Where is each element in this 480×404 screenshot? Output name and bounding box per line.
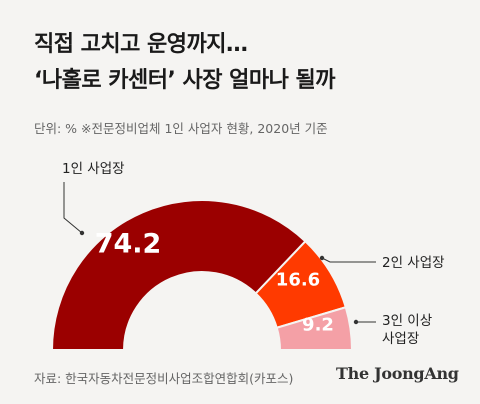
leader-line-3plus-person-dot	[353, 319, 359, 325]
segment-3plus-person	[275, 306, 354, 351]
leader-line-2-person	[321, 257, 376, 263]
chart-title-line2: ‘나홀로 카센터’ 사장 얼마나 될까	[34, 68, 335, 93]
leader-line-2-person-dot	[319, 255, 325, 261]
segment-label-2-person: 2인 사업장	[382, 254, 445, 272]
segment-value-1-person: 74.2	[94, 228, 162, 260]
segment-value-3plus-person: 9.2	[302, 314, 334, 336]
leader-line-1-person-dot	[79, 230, 85, 236]
segment-label-line: 2인 사업장	[382, 255, 445, 271]
segment-1-person	[50, 199, 307, 351]
leader-line-1-person	[63, 182, 83, 234]
unit-note: 단위: % ※전문정비업체 1인 사업자 현황, 2020년 기준	[34, 121, 328, 136]
publisher-logo: The JoongAng	[336, 364, 459, 383]
source-note: 자료: 한국자동차전문정비사업조합연합회(카포스)	[34, 371, 294, 386]
chart-title-line1: 직접 고치고 운영까지…	[34, 32, 248, 57]
segment-label-1-person: 1인 사업장	[62, 160, 125, 178]
segment-label-line: 사업장	[382, 331, 420, 347]
segment-label-line: 3인 이상	[382, 313, 433, 329]
segment-value-2-person: 16.6	[275, 269, 321, 291]
segment-label-line: 1인 사업장	[62, 161, 125, 177]
